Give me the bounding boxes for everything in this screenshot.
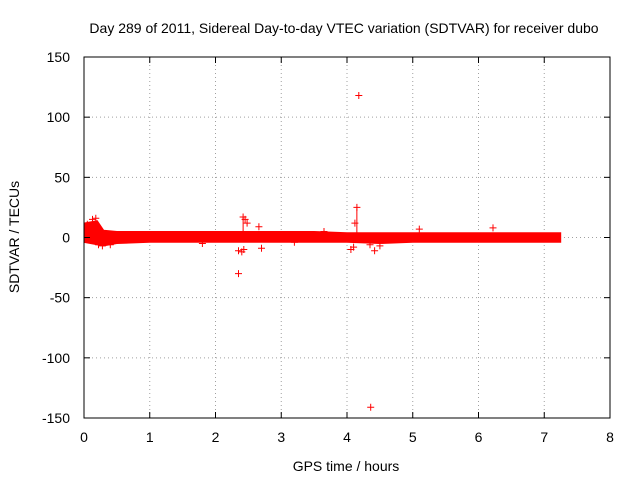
data-point xyxy=(489,224,497,232)
data-points xyxy=(83,92,497,411)
y-tick-label: 150 xyxy=(47,49,71,65)
y-tick-label: 50 xyxy=(54,169,70,185)
data-point xyxy=(376,242,384,250)
chart-title: Day 289 of 2011, Sidereal Day-to-day VTE… xyxy=(89,20,598,36)
y-tick-label: 100 xyxy=(47,109,71,125)
y-tick-label: -50 xyxy=(50,290,70,306)
data-point xyxy=(258,244,265,252)
data-point xyxy=(89,215,96,223)
axis-ticks: 0 1 2 3 4 5 6 7 8 -150 -100 -50 0 50 100 150 xyxy=(42,49,614,445)
data-point xyxy=(351,219,359,227)
data-point xyxy=(92,214,100,222)
data-point xyxy=(243,219,251,227)
x-tick-label: 7 xyxy=(540,429,548,445)
data-point xyxy=(350,243,358,251)
data-band-area xyxy=(83,220,562,247)
x-tick-label: 0 xyxy=(80,429,88,445)
data-point xyxy=(95,241,102,249)
y-tick-label: -150 xyxy=(42,410,70,426)
x-tick-label: 3 xyxy=(277,429,285,445)
x-tick-label: 4 xyxy=(343,429,351,445)
data-point xyxy=(98,242,106,250)
data-point xyxy=(367,403,375,411)
data-point xyxy=(198,240,206,247)
data-point xyxy=(320,228,328,235)
data-point xyxy=(241,215,249,223)
data-band xyxy=(83,208,562,247)
y-tick-label: -100 xyxy=(42,350,70,366)
y-tick-label: 0 xyxy=(62,230,70,246)
data-point xyxy=(355,92,363,99)
x-tick-label: 2 xyxy=(212,429,220,445)
x-axis-label: GPS time / hours xyxy=(293,458,400,474)
data-point xyxy=(83,220,91,228)
data-point xyxy=(235,247,242,255)
data-point xyxy=(366,241,374,249)
data-point xyxy=(240,246,248,253)
data-point xyxy=(106,241,114,249)
x-tick-label: 8 xyxy=(606,429,614,445)
data-point xyxy=(415,225,423,233)
data-point xyxy=(353,203,361,211)
data-point xyxy=(235,270,242,278)
data-point xyxy=(290,238,298,246)
x-tick-label: 5 xyxy=(409,429,417,445)
y-axis-label: SDTVAR / TECUs xyxy=(6,181,22,293)
x-tick-label: 1 xyxy=(146,429,154,445)
data-point xyxy=(255,223,263,231)
data-point xyxy=(371,247,379,255)
x-tick-label: 6 xyxy=(475,429,483,445)
